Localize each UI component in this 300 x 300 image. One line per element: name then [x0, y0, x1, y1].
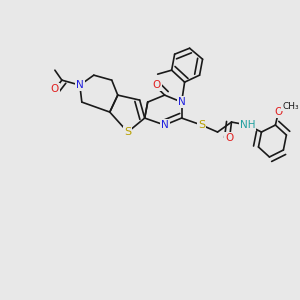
Text: N: N: [76, 80, 84, 90]
Text: N: N: [161, 120, 169, 130]
Text: S: S: [198, 120, 205, 130]
Text: O: O: [51, 84, 59, 94]
Text: N: N: [178, 97, 185, 107]
Text: S: S: [124, 127, 131, 137]
Text: NH: NH: [240, 120, 255, 130]
Text: O: O: [152, 80, 161, 90]
Text: CH₃: CH₃: [282, 102, 299, 111]
Text: O: O: [225, 133, 234, 143]
Text: O: O: [274, 107, 283, 117]
